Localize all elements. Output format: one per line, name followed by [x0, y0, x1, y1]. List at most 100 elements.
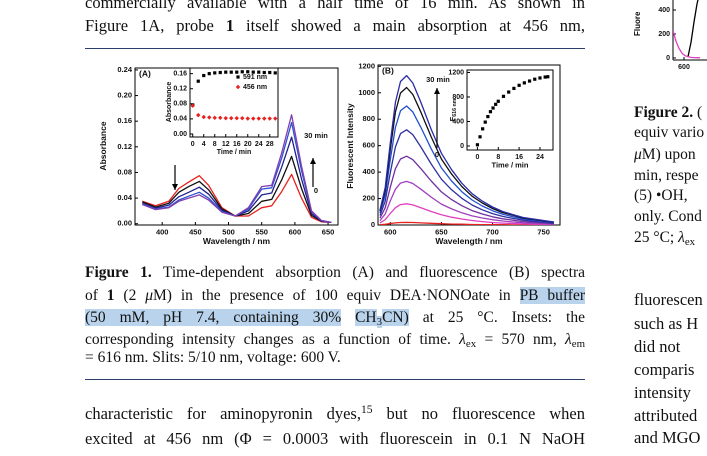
y-tick-label: 0.08	[173, 101, 187, 108]
text-run: such as H	[634, 314, 699, 333]
text-run: (5) •OH,	[634, 187, 688, 204]
spectrum	[379, 105, 554, 224]
text-run: λ	[565, 331, 572, 348]
marker	[496, 99, 500, 103]
y-tick-label: 200	[362, 194, 375, 203]
x-tick-label: 500	[222, 227, 235, 236]
text-run	[341, 309, 355, 326]
text-line: comparis	[634, 360, 694, 380]
text-run: comparis	[634, 360, 695, 379]
chart: 0 8 16 24 0 400 800 1200 Time / min F616 nm	[448, 69, 554, 169]
x-axis-title: Time / min	[217, 149, 252, 156]
spectrum	[142, 136, 332, 224]
plot-data	[379, 74, 554, 225]
y-tick-label: 800	[452, 94, 464, 101]
spectrum	[687, 0, 699, 57]
x-tick-label: 8	[213, 141, 217, 148]
text-line: min, respe	[634, 166, 699, 186]
arrow-head	[172, 184, 178, 190]
y-axis-title: Fluorescent Intensity	[345, 103, 355, 189]
text-run: did not	[634, 337, 681, 356]
rule	[85, 379, 585, 380]
spectrum	[142, 173, 332, 224]
marker	[517, 83, 521, 87]
y-axis-title: F616 nm	[448, 98, 458, 121]
y-tick-label: 0.24	[117, 65, 132, 74]
text-line: excited at 456 nm (Φ = 0.0003 with fluor…	[85, 429, 585, 449]
x-tick-label: 0	[475, 154, 479, 161]
y-tick-label: 0	[460, 143, 464, 150]
plot-data	[475, 75, 550, 147]
marker	[491, 106, 495, 110]
x-tick-label: 600	[384, 227, 397, 236]
x-tick-label: 20	[244, 141, 252, 148]
panel-label: (B)	[382, 65, 394, 75]
text-run: Figure 1A, probe	[85, 16, 226, 35]
y-axis-title-text: Absorbance	[166, 82, 173, 123]
marker	[202, 73, 206, 78]
y-axis-title-text: Fluore	[633, 11, 642, 36]
text-run: commercially available with a half time …	[85, 0, 585, 12]
text-line: Figure 2. (	[634, 103, 702, 123]
x-tick-label: 700	[486, 227, 499, 236]
marker	[196, 79, 200, 83]
marker	[273, 71, 277, 75]
legend-marker	[235, 84, 241, 90]
y-tick-label: 0.00	[117, 219, 132, 228]
annotation: 30 min	[304, 131, 328, 140]
text-line: (5) •OH,	[634, 186, 688, 206]
text-line: only. Cond	[634, 207, 702, 227]
x-axis-title: Time / min	[492, 160, 529, 169]
y-axis-title-text: Fluorescent Intensity	[345, 103, 355, 189]
annotation: 0	[314, 186, 318, 195]
y-tick-label: 0.12	[117, 142, 132, 151]
text-run: (2	[114, 287, 146, 304]
y-tick-label: 800	[362, 114, 375, 123]
text-run: μ	[634, 146, 642, 163]
text-run: fluorescen	[634, 290, 703, 309]
x-tick-label: 650	[322, 227, 335, 236]
marker	[546, 75, 550, 79]
y-tick-label: 600	[362, 141, 375, 150]
y-axis-title-sub: 616 nm	[452, 98, 458, 116]
x-tick-label: 16	[515, 154, 523, 161]
marker	[267, 116, 272, 121]
y-tick-label: 0.08	[117, 167, 132, 176]
text-run: ex	[684, 236, 696, 248]
text-run: CN)	[382, 309, 409, 326]
marker	[251, 116, 256, 121]
marker	[207, 72, 211, 76]
text-run: intensity	[634, 383, 691, 402]
legend-marker	[236, 75, 240, 79]
marker	[501, 94, 506, 98]
panel-label: (A)	[139, 68, 151, 78]
x-tick-label: 650	[435, 227, 448, 236]
y-tick-label: 400	[658, 7, 670, 14]
x-tick-label: 600	[289, 227, 302, 236]
text-run: Time-dependent absorption (A) and fluore…	[151, 264, 586, 281]
chart: 0 4 8 12 16 20 24 28 0.00 0.04 0.08 0.12 0.16 Time / …	[166, 67, 279, 156]
text-run: M) upon	[641, 146, 696, 163]
x-tick-label: 24	[536, 154, 544, 161]
marker	[527, 79, 532, 83]
text-run: only. Cond	[634, 208, 702, 225]
chart: 600 0 200 400 Fluore	[633, 0, 707, 71]
text-run: excited at 456 nm (Φ = 0.0003 with fluor…	[85, 429, 585, 448]
marker	[481, 127, 485, 131]
text-run: 1	[225, 16, 235, 35]
marker	[229, 70, 233, 74]
text-run: PB buffer	[519, 287, 585, 304]
annotation: 30 min	[426, 75, 450, 84]
text-run: ex	[465, 338, 477, 350]
spectrum	[379, 74, 554, 223]
marker	[196, 112, 201, 118]
text-run: Figure 1.	[85, 264, 152, 281]
y-tick-label: 0.16	[117, 116, 132, 125]
y-tick-label: 1200	[448, 69, 464, 76]
marker	[218, 70, 222, 75]
marker	[256, 116, 261, 121]
x-tick-label: 600	[678, 64, 690, 71]
text-run: but no fluorescence when	[372, 404, 585, 423]
x-tick-label: 450	[189, 227, 202, 236]
text-line: did not	[634, 337, 680, 357]
